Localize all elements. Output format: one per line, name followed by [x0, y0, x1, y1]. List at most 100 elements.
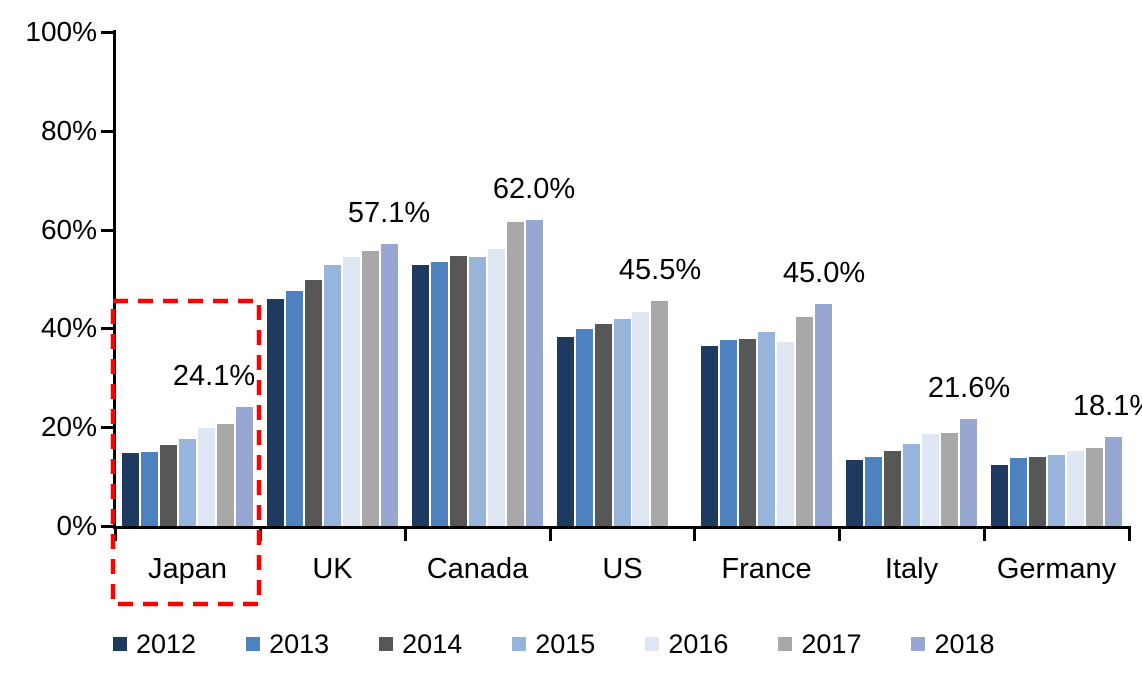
bar-germany-2014	[1029, 457, 1046, 526]
data-label-japan: 24.1%	[172, 360, 256, 392]
bar-canada-2016	[488, 249, 505, 526]
x-axis-line	[113, 526, 1131, 529]
legend-item-2013: 2013	[246, 629, 329, 659]
y-axis-tick-label: 80%	[40, 115, 97, 146]
legend-label: 2013	[269, 629, 330, 659]
y-axis-tick-label: 60%	[40, 214, 97, 245]
bar-italy-2018	[960, 419, 977, 526]
data-label-italy: 21.6%	[927, 372, 1011, 404]
bar-uk-2012	[267, 299, 284, 526]
x-axis-tick	[259, 526, 262, 541]
bar-us-2016	[632, 312, 649, 526]
legend-swatch-icon	[512, 637, 527, 651]
legend-label: 2018	[934, 629, 995, 659]
legend-item-2014: 2014	[379, 629, 462, 659]
bar-france-2016	[777, 342, 794, 526]
x-axis-tick	[983, 526, 986, 541]
bar-japan-2013	[141, 452, 158, 526]
bar-canada-2017	[507, 222, 524, 526]
bar-germany-2017	[1086, 448, 1103, 526]
legend-item-2016: 2016	[645, 629, 728, 659]
bar-italy-2013	[865, 457, 882, 526]
bar-germany-2016	[1067, 451, 1084, 526]
bar-canada-2013	[431, 262, 448, 526]
x-axis-category-label: Japan	[147, 553, 227, 585]
x-axis-category-label: Italy	[884, 553, 939, 585]
data-label-us: 45.5%	[618, 254, 702, 286]
legend-swatch-icon	[645, 637, 660, 651]
bar-germany-2013	[1010, 458, 1027, 526]
legend-swatch-icon	[246, 637, 261, 651]
x-axis-tick	[838, 526, 841, 541]
x-axis-category-label: Canada	[426, 553, 529, 585]
bar-italy-2014	[884, 451, 901, 526]
bar-germany-2018	[1105, 437, 1122, 526]
legend-swatch-icon	[113, 637, 127, 651]
legend-swatch-icon	[778, 637, 793, 651]
bar-uk-2015	[324, 265, 341, 526]
bar-canada-2015	[469, 257, 486, 526]
bar-us-2015	[614, 319, 631, 526]
y-axis-tick-label: 100%	[25, 16, 97, 47]
data-label-france: 45.0%	[782, 257, 866, 289]
bar-japan-2017	[217, 424, 234, 526]
bar-france-2014	[739, 339, 756, 526]
y-axis-tick	[101, 229, 114, 232]
bar-canada-2012	[412, 265, 429, 526]
data-label-germany: 18.1%	[1072, 390, 1142, 422]
bar-japan-2016	[198, 428, 215, 526]
x-axis-category-label: France	[721, 553, 812, 585]
bar-italy-2017	[941, 433, 958, 526]
bar-uk-2016	[343, 257, 360, 526]
bar-france-2015	[758, 332, 775, 526]
bar-japan-2012	[122, 453, 139, 526]
bar-france-2017	[796, 317, 813, 526]
legend-label: 2017	[801, 629, 862, 659]
y-axis-tick-label: 40%	[40, 312, 97, 343]
chart-legend: 2012 2013 2014 2015 2016 2017 2018	[113, 629, 995, 659]
bar-uk-2014	[305, 280, 322, 526]
bar-us-2013	[576, 329, 593, 526]
legend-item-2012: 2012	[113, 629, 196, 659]
bar-germany-2015	[1048, 455, 1065, 526]
bar-uk-2018	[381, 244, 398, 526]
bar-italy-2012	[846, 460, 863, 526]
y-axis-tick	[101, 130, 114, 133]
bar-uk-2017	[362, 251, 379, 526]
data-label-canada: 62.0%	[492, 173, 576, 205]
legend-swatch-icon	[379, 637, 394, 651]
bar-canada-2014	[450, 256, 467, 526]
bar-france-2012	[701, 346, 718, 526]
bar-canada-2018	[526, 220, 543, 526]
bar-japan-2015	[179, 439, 196, 526]
bar-japan-2014	[160, 445, 177, 526]
bar-france-2018	[815, 304, 832, 526]
bar-italy-2016	[922, 434, 939, 526]
bar-uk-2013	[286, 291, 303, 526]
bar-us-2012	[557, 337, 574, 526]
x-axis-tick	[1128, 526, 1131, 541]
y-axis-tick	[101, 426, 114, 429]
data-label-uk: 57.1%	[347, 197, 431, 229]
legend-swatch-icon	[911, 637, 926, 651]
x-axis-tick	[404, 526, 407, 541]
y-axis-line	[113, 30, 116, 529]
y-axis-tick	[101, 31, 114, 34]
legend-item-2017: 2017	[778, 629, 861, 659]
x-axis-category-label: US	[602, 553, 643, 585]
bar-japan-2018	[236, 407, 253, 526]
legend-label: 2015	[535, 629, 596, 659]
bar-france-2013	[720, 340, 737, 526]
bar-us-2017	[651, 301, 668, 526]
x-axis-tick	[549, 526, 552, 541]
bar-us-2014	[595, 324, 612, 526]
y-axis-tick	[101, 525, 114, 528]
y-axis-tick-label: 0%	[56, 510, 97, 541]
legend-label: 2012	[136, 629, 197, 659]
legend-item-2018: 2018	[911, 629, 995, 659]
x-axis-tick	[693, 526, 696, 541]
x-axis-category-label: Germany	[996, 553, 1117, 585]
x-axis-category-label: UK	[312, 553, 353, 585]
